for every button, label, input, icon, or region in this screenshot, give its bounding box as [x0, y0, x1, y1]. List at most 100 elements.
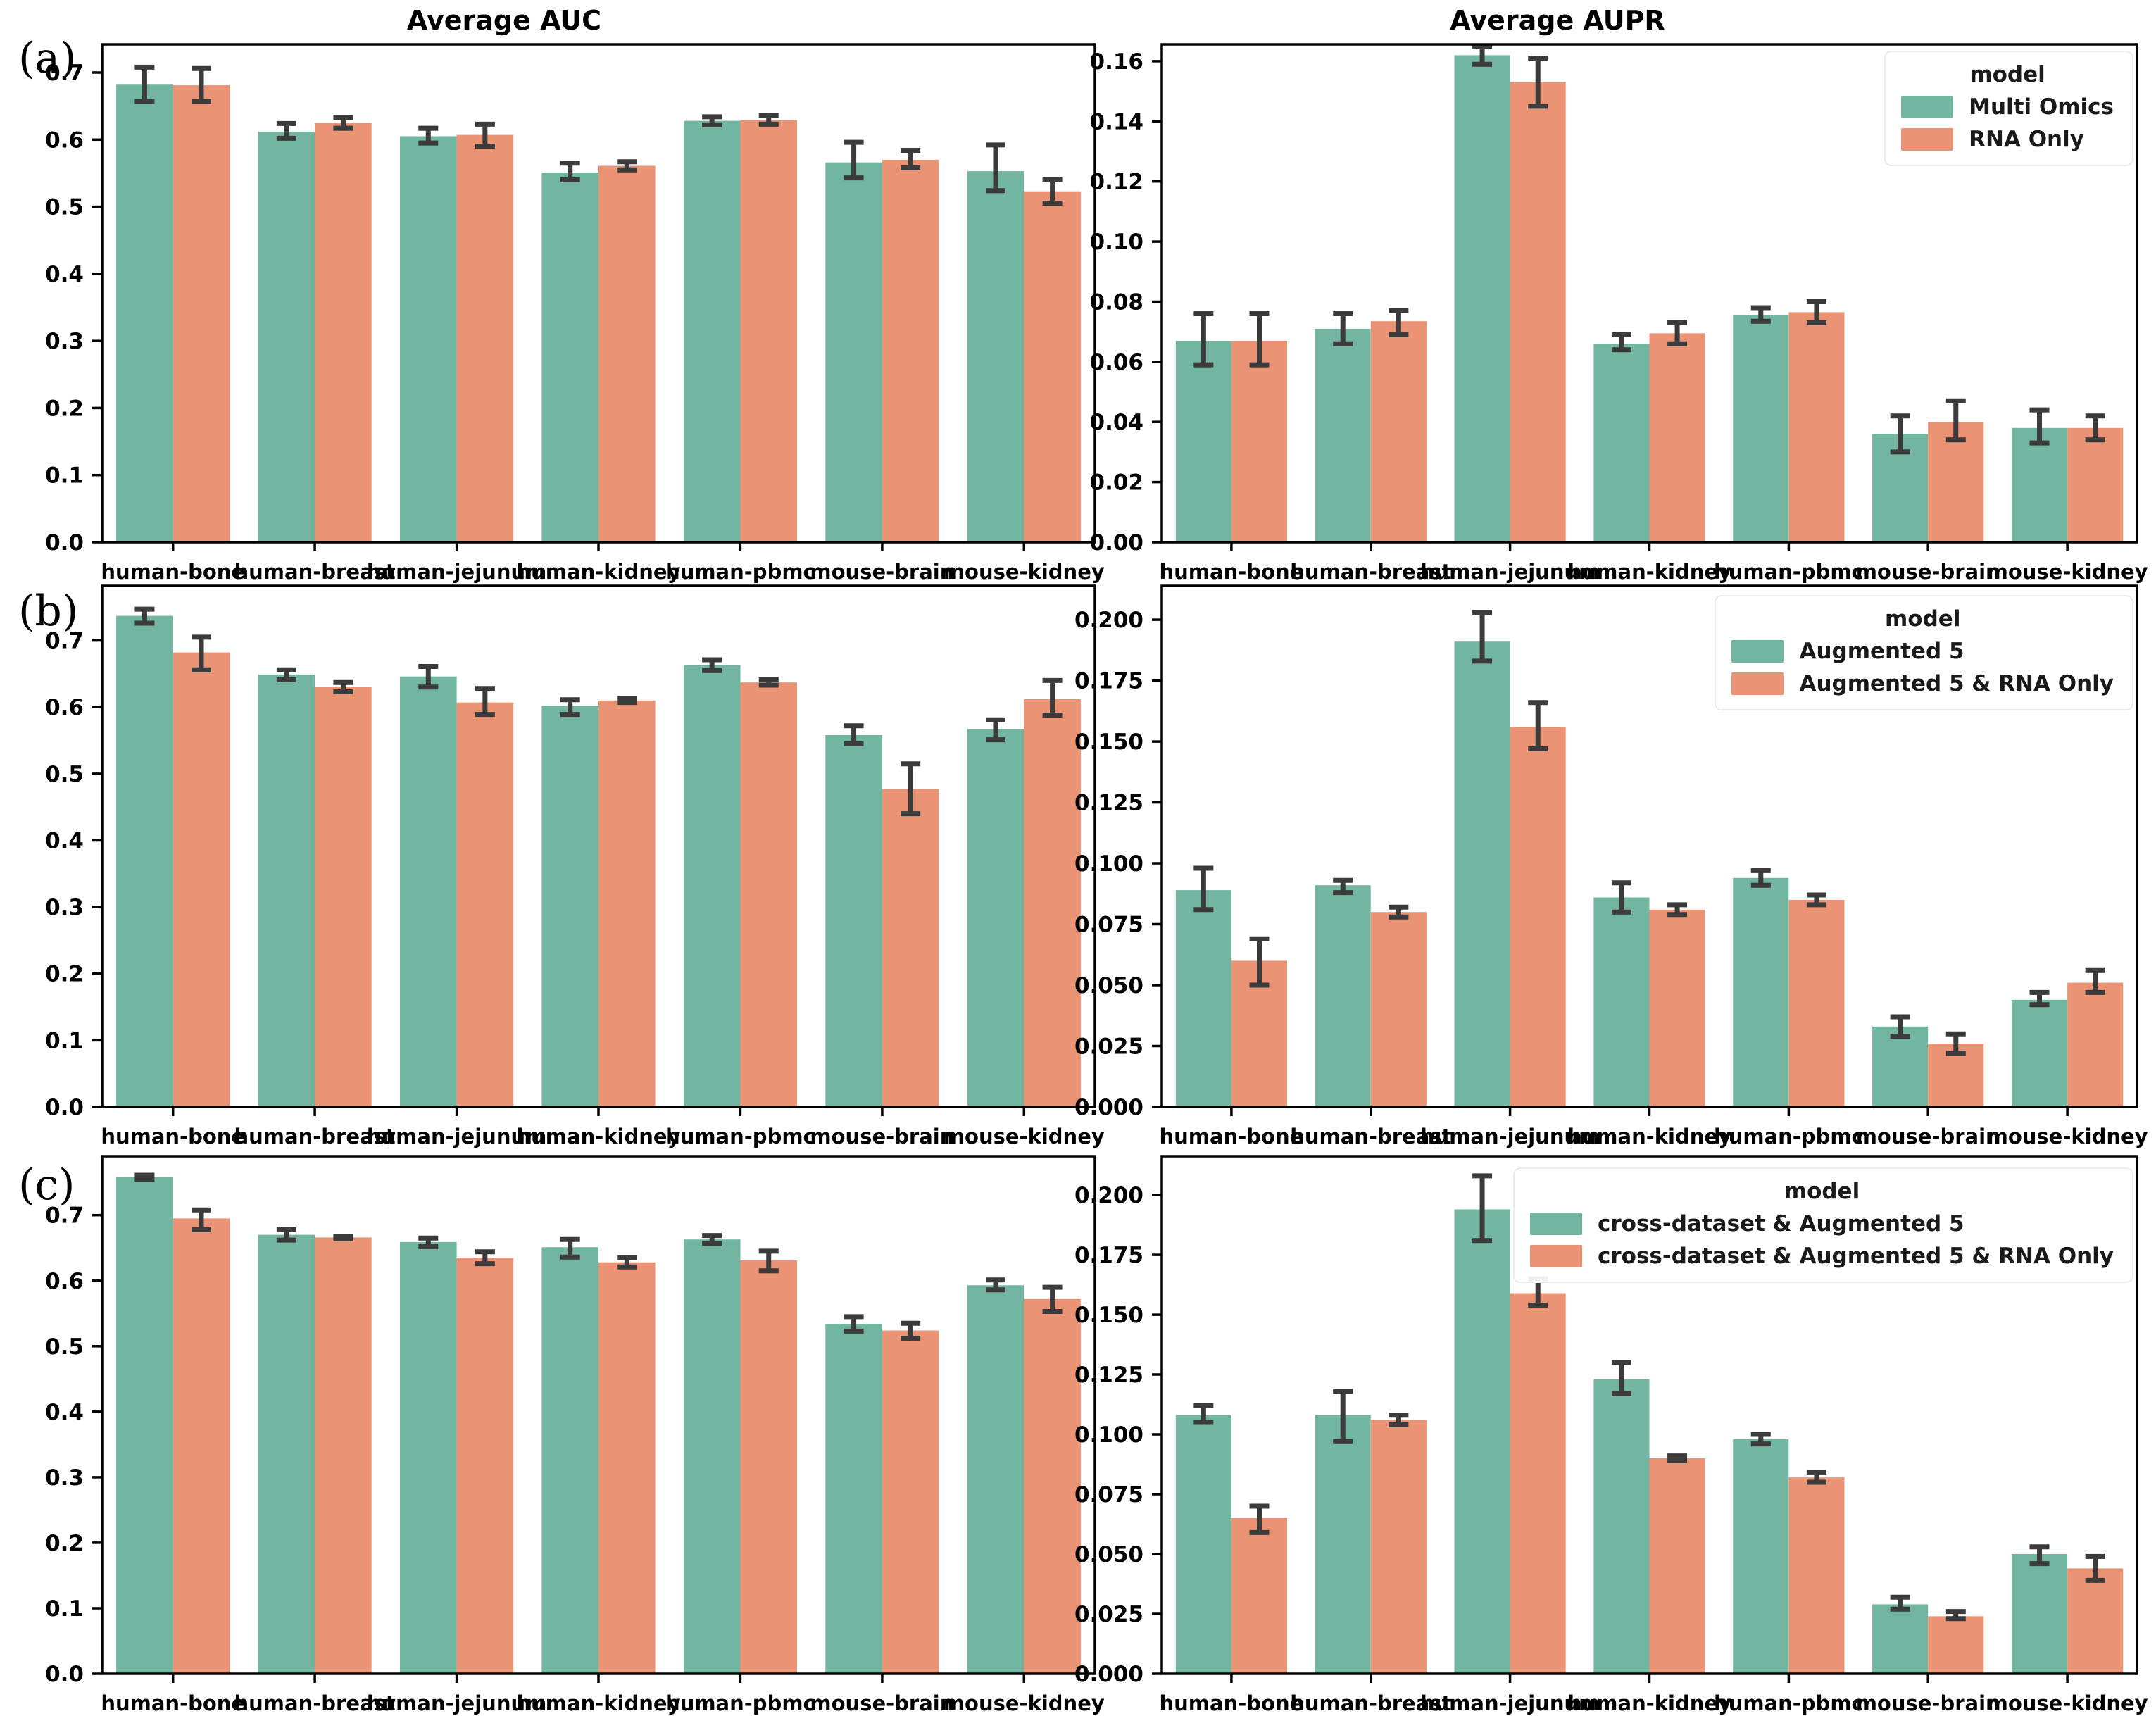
- y-tick-label: 0.4: [45, 1400, 84, 1425]
- y-tick-label: 0.00: [1090, 530, 1144, 556]
- x-tick-label: human-kidney: [1567, 1125, 1731, 1148]
- x-tick-label: human-kidney: [1567, 560, 1731, 584]
- legend-row-a: model Multi Omics RNA Only: [1884, 51, 2133, 166]
- legend-title: model: [1969, 62, 2045, 87]
- y-tick-label: 0.075: [1074, 913, 1143, 938]
- bar: [740, 1260, 797, 1674]
- x-tick-label: human-jejunum: [1420, 1691, 1600, 1715]
- error-bar: [1750, 1432, 1771, 1447]
- y-tick-label: 0.6: [45, 695, 84, 720]
- bar: [598, 700, 656, 1107]
- x-tick-label: human-pbmc: [1714, 1691, 1864, 1715]
- legend-entry-label: Augmented 5: [1799, 639, 1964, 664]
- bar: [740, 682, 797, 1107]
- x-tick-label: human-jejunum: [367, 1125, 546, 1148]
- bar: [1649, 333, 1705, 542]
- x-tick-label: mouse-kidney: [1987, 1691, 2148, 1715]
- bar: [825, 162, 882, 542]
- chart-title: Average AUC: [407, 5, 601, 36]
- y-tick-label: 0.1: [45, 1028, 84, 1053]
- x-tick-label: mouse-kidney: [944, 1691, 1105, 1715]
- chart-title: Average AUPR: [1450, 5, 1665, 36]
- bar: [1510, 1293, 1566, 1674]
- error-bar: [1193, 865, 1214, 913]
- bar: [2067, 427, 2124, 542]
- y-tick-label: 0.2: [45, 962, 84, 987]
- error-bar: [1890, 413, 1910, 455]
- bar: [541, 706, 598, 1107]
- error-bar: [276, 667, 296, 682]
- bar: [1593, 1379, 1650, 1674]
- error-bar: [617, 1255, 637, 1270]
- error-bar: [1806, 299, 1826, 325]
- bar: [400, 136, 457, 542]
- bar: [456, 134, 514, 543]
- bar: [1175, 890, 1231, 1107]
- bar: [258, 131, 315, 542]
- error-bar: [2085, 1553, 2105, 1583]
- error-bar: [617, 696, 637, 706]
- y-tick-label: 0.7: [45, 1203, 84, 1229]
- error-bar: [560, 1236, 580, 1260]
- y-tick-label: 0.5: [45, 1334, 84, 1360]
- panel-b-auc: 0.00.10.20.30.40.50.60.7human-bonehuman-…: [45, 584, 1105, 1148]
- x-tick-label: human-bone: [1160, 1125, 1304, 1148]
- error-bar: [758, 677, 779, 688]
- error-bar: [1806, 1470, 1826, 1485]
- bar: [1231, 341, 1287, 542]
- legend-entry-augmented-5: Augmented 5: [1731, 639, 2114, 664]
- y-tick-label: 0.6: [45, 1269, 84, 1294]
- bar: [1454, 55, 1510, 542]
- error-bar: [901, 761, 921, 817]
- error-bar: [1472, 1173, 1493, 1244]
- x-tick-label: human-kidney: [517, 560, 681, 584]
- bar: [1454, 641, 1510, 1107]
- y-tick-label: 0.2: [45, 1531, 84, 1556]
- x-tick-label: human-pbmc: [665, 1691, 815, 1715]
- x-tick-label: human-pbmc: [1714, 1125, 1864, 1148]
- bar: [882, 789, 939, 1107]
- x-tick-label: human-jejunum: [367, 1691, 546, 1715]
- bar: [1733, 877, 1789, 1107]
- error-bar: [1945, 398, 1966, 443]
- error-bar: [1611, 332, 1631, 353]
- bar: [1024, 1298, 1081, 1674]
- error-bar: [418, 1235, 439, 1249]
- bar: [258, 674, 315, 1107]
- y-tick-label: 0.6: [45, 127, 84, 153]
- error-bar: [333, 115, 353, 131]
- x-tick-label: mouse-brain: [1856, 1691, 2000, 1715]
- bar: [2067, 982, 2124, 1107]
- error-bar: [1389, 1413, 1409, 1427]
- error-bar: [2029, 989, 2050, 1008]
- x-tick-label: mouse-brain: [810, 560, 954, 584]
- y-tick-label: 0.125: [1074, 1363, 1143, 1388]
- orange-swatch-icon: [1901, 128, 1954, 151]
- green-swatch-icon: [1529, 1213, 1582, 1235]
- bar: [2011, 1554, 2067, 1674]
- x-tick-label: mouse-kidney: [1987, 560, 2148, 584]
- bar: [1649, 909, 1705, 1107]
- x-tick-label: human-pbmc: [1714, 560, 1864, 584]
- bar: [315, 1237, 372, 1674]
- bar: [1872, 1026, 1929, 1107]
- bar: [683, 120, 741, 543]
- error-bar: [2085, 413, 2105, 443]
- error-bar: [333, 1234, 353, 1241]
- x-tick-label: human-breast: [1290, 1691, 1451, 1715]
- y-tick-label: 0.100: [1074, 1422, 1143, 1448]
- y-tick-label: 0.200: [1074, 1183, 1143, 1208]
- error-bar: [1945, 1031, 1966, 1056]
- x-tick-label: human-pbmc: [665, 560, 815, 584]
- error-bar: [1042, 177, 1063, 206]
- bar: [1315, 328, 1371, 542]
- bar: [1510, 727, 1566, 1107]
- error-bar: [1472, 610, 1493, 664]
- error-bar: [1249, 311, 1270, 368]
- error-bar: [192, 1207, 211, 1232]
- panel-label-a: (a): [18, 34, 77, 83]
- error-bar: [617, 159, 637, 173]
- error-bar: [1667, 902, 1688, 918]
- error-bar: [192, 65, 211, 104]
